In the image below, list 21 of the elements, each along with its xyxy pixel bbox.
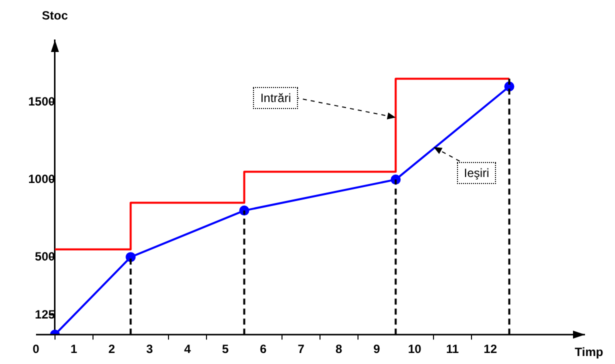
x-tick-label: 11	[446, 342, 460, 356]
x-tick-label: 2	[108, 342, 116, 356]
annotation: Intrări	[253, 86, 298, 109]
y-axis-title: Stoc	[42, 8, 68, 22]
y-tick-label: 1000	[28, 172, 56, 186]
x-tick-label: 6	[260, 342, 267, 356]
y-tick-label: 125	[34, 308, 56, 322]
x-tick-label: 9	[373, 342, 380, 356]
x-tick-label: 0	[32, 342, 40, 356]
x-tick-label: 1	[70, 342, 78, 356]
x-tick-label: 7	[298, 342, 305, 356]
x-tick-label: 12	[484, 342, 498, 356]
x-axis-title: Timp	[574, 344, 604, 359]
y-tick-label: 1500	[28, 94, 56, 108]
annotation: Ieşiri	[456, 162, 496, 184]
x-tick-label: 4	[184, 342, 192, 356]
point	[126, 252, 136, 262]
x-tick-label: 3	[146, 342, 154, 356]
x-tick-label: 8	[336, 342, 343, 356]
x-tick-label: 5	[222, 342, 229, 356]
x-tick-label: 10	[408, 342, 422, 356]
